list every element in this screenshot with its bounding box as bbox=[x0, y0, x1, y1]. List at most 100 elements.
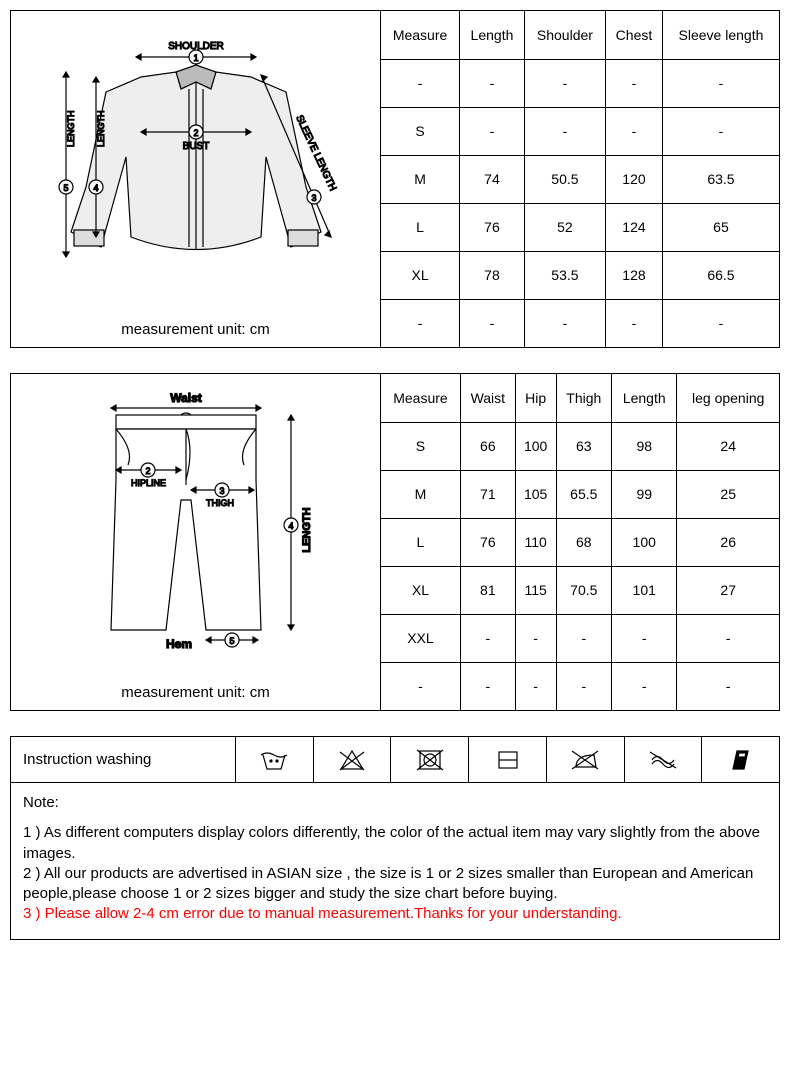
cell: 63 bbox=[556, 422, 612, 470]
cell: XL bbox=[381, 566, 460, 614]
washing-notes-section: Instruction washing bbox=[10, 736, 780, 940]
washing-icons bbox=[236, 737, 779, 782]
notes-block: Note: 1 ) As different computers display… bbox=[11, 783, 779, 939]
cell: 66 bbox=[460, 422, 515, 470]
cell: - bbox=[460, 662, 515, 710]
cell: - bbox=[460, 107, 525, 155]
note-2: 2 ) All our products are advertised in A… bbox=[23, 864, 767, 905]
cell: 98 bbox=[612, 422, 677, 470]
cell: 74 bbox=[460, 155, 525, 203]
hipline-label: HIPLINE bbox=[131, 478, 166, 488]
cell: - bbox=[524, 299, 605, 347]
cell: 120 bbox=[606, 155, 663, 203]
dry-clean-icon bbox=[702, 737, 779, 782]
wash-tub-icon bbox=[236, 737, 314, 782]
cell: S bbox=[381, 422, 460, 470]
pants-diagram-cell: Waist 1 bbox=[11, 374, 381, 710]
note-3: 3 ) Please allow 2-4 cm error due to man… bbox=[23, 904, 767, 924]
cell: 66.5 bbox=[662, 251, 779, 299]
cell: - bbox=[662, 107, 779, 155]
cell: - bbox=[677, 662, 779, 710]
cell: 50.5 bbox=[524, 155, 605, 203]
marker-2: 2 bbox=[193, 128, 198, 138]
pants-section: Waist 1 bbox=[10, 373, 780, 711]
marker-4: 4 bbox=[288, 521, 293, 531]
cell: 65.5 bbox=[556, 470, 612, 518]
cell: 100 bbox=[515, 422, 556, 470]
cell: 115 bbox=[515, 566, 556, 614]
washing-label: Instruction washing bbox=[11, 737, 236, 782]
cell: L bbox=[381, 518, 460, 566]
no-wring-icon bbox=[625, 737, 703, 782]
cell: 99 bbox=[612, 470, 677, 518]
cell: - bbox=[612, 662, 677, 710]
col-header: Sleeve length bbox=[662, 11, 779, 59]
hem-label: Hem bbox=[166, 637, 192, 651]
no-bleach-icon bbox=[314, 737, 392, 782]
pants-diagram: Waist 1 bbox=[16, 384, 375, 676]
cell: - bbox=[606, 107, 663, 155]
bust-label: BUST bbox=[182, 141, 209, 152]
cell: 105 bbox=[515, 470, 556, 518]
cell: 27 bbox=[677, 566, 779, 614]
waist-label: Waist bbox=[170, 391, 202, 405]
col-header: Waist bbox=[460, 374, 515, 422]
cell: - bbox=[662, 59, 779, 107]
pants-size-table: Measure Waist Hip Thigh Length leg openi… bbox=[381, 374, 779, 710]
cell: - bbox=[606, 59, 663, 107]
dry-flat-icon bbox=[469, 737, 547, 782]
shoulder-label: SHOULDER bbox=[168, 41, 224, 52]
length-label-1: LENGTH bbox=[96, 110, 106, 147]
marker-2: 2 bbox=[145, 466, 150, 476]
pants-caption: measurement unit: cm bbox=[16, 676, 375, 705]
cell: M bbox=[381, 470, 460, 518]
cell: - bbox=[460, 299, 525, 347]
cell: XXL bbox=[381, 614, 460, 662]
col-header: leg opening bbox=[677, 374, 779, 422]
note-1: 1 ) As different computers display color… bbox=[23, 823, 767, 864]
col-header: Shoulder bbox=[524, 11, 605, 59]
col-header: Length bbox=[460, 11, 525, 59]
cell: 101 bbox=[612, 566, 677, 614]
cell: - bbox=[515, 662, 556, 710]
col-header: Thigh bbox=[556, 374, 612, 422]
cell: 63.5 bbox=[662, 155, 779, 203]
cell: M bbox=[381, 155, 460, 203]
cell: S bbox=[381, 107, 460, 155]
cell: 128 bbox=[606, 251, 663, 299]
cell: - bbox=[460, 59, 525, 107]
cell: L bbox=[381, 203, 460, 251]
washing-row: Instruction washing bbox=[11, 737, 779, 783]
cell: - bbox=[381, 662, 460, 710]
cell: - bbox=[662, 299, 779, 347]
cell: 100 bbox=[612, 518, 677, 566]
no-tumble-dry-icon bbox=[391, 737, 469, 782]
cell: 76 bbox=[460, 518, 515, 566]
cell: - bbox=[612, 614, 677, 662]
cell: - bbox=[381, 59, 460, 107]
no-iron-icon bbox=[547, 737, 625, 782]
notes-title: Note: bbox=[23, 793, 767, 813]
marker-5: 5 bbox=[229, 636, 234, 646]
cell: 81 bbox=[460, 566, 515, 614]
length-label-2: LENGTH bbox=[66, 110, 76, 147]
cell: 52 bbox=[524, 203, 605, 251]
cell: 70.5 bbox=[556, 566, 612, 614]
cell: XL bbox=[381, 251, 460, 299]
cell: - bbox=[524, 59, 605, 107]
cell: - bbox=[460, 614, 515, 662]
cell: - bbox=[556, 614, 612, 662]
marker-1: 1 bbox=[193, 53, 198, 63]
cell: 76 bbox=[460, 203, 525, 251]
col-header: Length bbox=[612, 374, 677, 422]
cell: 124 bbox=[606, 203, 663, 251]
cell: 26 bbox=[677, 518, 779, 566]
marker-5: 5 bbox=[63, 183, 68, 193]
cell: - bbox=[381, 299, 460, 347]
col-header: Measure bbox=[381, 374, 460, 422]
cell: 78 bbox=[460, 251, 525, 299]
col-header: Chest bbox=[606, 11, 663, 59]
cell: 53.5 bbox=[524, 251, 605, 299]
cell: - bbox=[524, 107, 605, 155]
cell: 65 bbox=[662, 203, 779, 251]
